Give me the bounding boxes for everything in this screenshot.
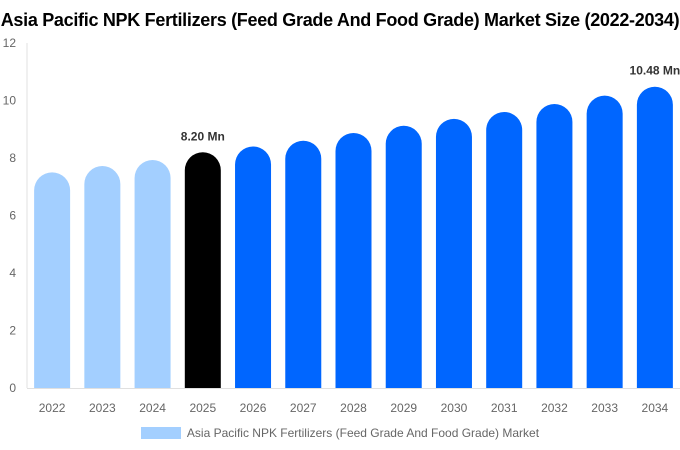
x-tick-label: 2031 <box>491 401 518 415</box>
x-tick-label: 2030 <box>441 401 468 415</box>
x-tick-label: 2026 <box>240 401 267 415</box>
bar-2032 <box>536 103 573 388</box>
y-tick-label: 2 <box>9 324 16 338</box>
x-tick-label: 2034 <box>642 401 669 415</box>
bar-2033 <box>586 95 623 389</box>
x-tick-label: 2029 <box>390 401 417 415</box>
x-tick-label: 2022 <box>39 401 66 415</box>
legend-label: Asia Pacific NPK Fertilizers (Feed Grade… <box>186 426 540 440</box>
bar-2025 <box>184 152 221 388</box>
y-tick-label: 0 <box>9 381 16 395</box>
x-tick-label: 2023 <box>89 401 116 415</box>
bar-2030 <box>435 118 472 388</box>
legend-swatch <box>140 427 181 439</box>
y-tick-label: 10 <box>3 94 17 108</box>
y-tick-label: 12 <box>3 36 17 50</box>
x-tick-label: 2025 <box>189 401 216 415</box>
x-tick-label: 2032 <box>541 401 568 415</box>
bar-2026 <box>235 146 272 388</box>
bar-2024 <box>134 160 171 388</box>
y-tick-label: 4 <box>9 266 16 280</box>
legend: Asia Pacific NPK Fertilizers (Feed Grade… <box>0 426 680 440</box>
x-tick-label: 2027 <box>290 401 317 415</box>
bar-2029 <box>385 125 422 389</box>
bar-2034 <box>636 86 673 388</box>
bar-2027 <box>285 140 322 388</box>
x-tick-label: 2033 <box>591 401 618 415</box>
bar-2031 <box>486 112 523 388</box>
x-tick-label: 2024 <box>139 401 166 415</box>
chart-title: Asia Pacific NPK Fertilizers (Feed Grade… <box>0 10 680 30</box>
bar-2023 <box>84 166 121 388</box>
bar-2028 <box>335 132 372 388</box>
y-tick-label: 8 <box>9 151 16 165</box>
data-label: 8.20 Mn <box>181 129 225 143</box>
bar-2022 <box>34 172 71 388</box>
x-tick-label: 2028 <box>340 401 367 415</box>
data-label: 10.48 Mn <box>630 64 680 78</box>
y-tick-label: 6 <box>9 209 16 223</box>
